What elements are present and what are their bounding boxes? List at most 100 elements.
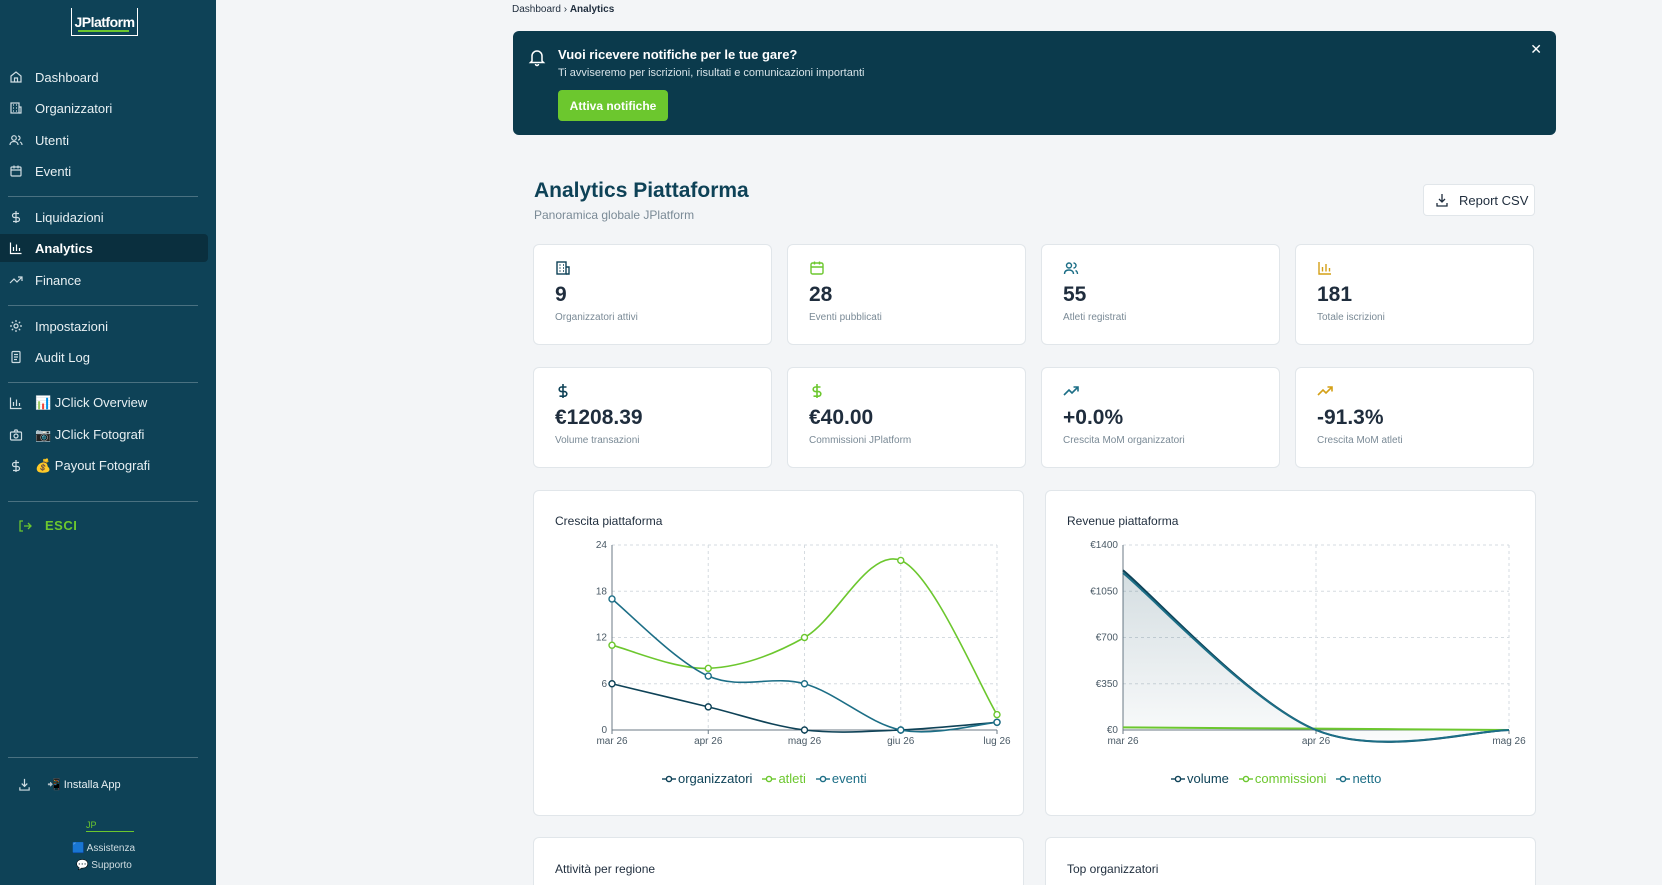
legend-item-eventi[interactable]: eventi <box>815 771 867 786</box>
sidebar-item-analytics[interactable]: Analytics <box>0 234 208 262</box>
y-tick-label: €350 <box>1096 679 1119 690</box>
data-point-eventi <box>897 726 905 734</box>
stat-card-registrations: 181 Totale iscrizioni <box>1295 244 1534 345</box>
stat-card-organizers-growth: +0.0% Crescita MoM organizzatori <box>1041 367 1280 468</box>
data-point-atleti <box>608 641 616 649</box>
stat-value: -91.3% <box>1317 406 1384 429</box>
sidebar-divider <box>8 196 198 197</box>
series-line-commissioni <box>1122 726 1510 731</box>
stat-card-athletes-growth: -91.3% Crescita MoM atleti <box>1295 367 1534 468</box>
y-tick-label: 18 <box>596 586 608 597</box>
users-icon <box>9 135 23 146</box>
sidebar-item-impostazioni[interactable]: Impostazioni <box>0 312 208 340</box>
sidebar-item-liquidazioni[interactable]: Liquidazioni <box>0 203 208 231</box>
sidebar-item-jclick-overview[interactable]: 📊 JClick Overview <box>0 389 208 417</box>
dollar-icon <box>812 384 822 398</box>
sidebar-divider <box>8 305 198 306</box>
support-link[interactable]: 💬 Supporto <box>76 860 132 871</box>
install-app-button[interactable]: 📲 Installa App <box>18 778 121 791</box>
stat-card-athletes: 55 Atleti registrati <box>1041 244 1280 345</box>
data-point-organizzatori <box>704 703 712 711</box>
camera-icon <box>9 429 23 441</box>
logout-label: ESCI <box>45 518 78 533</box>
calendar-icon <box>810 261 824 275</box>
sidebar-item-audit-log[interactable]: Audit Log <box>0 343 208 371</box>
banner-title: Vuoi ricevere notifiche per le tue gare? <box>558 47 798 62</box>
report-csv-button[interactable]: Report CSV <box>1423 184 1535 216</box>
bar-chart-icon <box>1318 262 1331 275</box>
legend-item-volume[interactable]: volume <box>1171 771 1229 786</box>
stat-value: 28 <box>809 283 833 306</box>
y-tick-label: €700 <box>1096 633 1119 644</box>
sidebar-item-payout-fotografi[interactable]: 💰 Payout Fotografi <box>0 452 208 480</box>
stat-label: Commissioni JPlatform <box>809 435 912 446</box>
growth-chart: 0 6 12 18 24 mar 26 apr 26 mag 26 giu 26 lug 26 <box>596 540 1011 747</box>
sidebar-item-jclick-fotografi[interactable]: 📷 JClick Fotografi <box>0 421 208 449</box>
stat-value: +0.0% <box>1063 406 1124 429</box>
growth-chart-legend: organizzatori atleti eventi <box>662 771 867 786</box>
banner-subtitle: Ti avviseremo per iscrizioni, risultati … <box>558 67 865 79</box>
assistance-link[interactable]: 🟦 Assistenza <box>72 843 136 854</box>
regions-title: Attività per regione <box>555 862 656 876</box>
breadcrumb-root[interactable]: Dashboard <box>512 4 561 15</box>
stat-card-events: 28 Eventi pubblicati <box>787 244 1026 345</box>
stat-value: €40.00 <box>809 406 874 429</box>
top-organizers-card: Top organizzatori <box>1045 837 1536 885</box>
close-icon[interactable]: ✕ <box>1530 41 1542 57</box>
breadcrumb: Dashboard › Analytics <box>512 4 614 15</box>
logo[interactable]: JPlatform <box>71 8 138 36</box>
legend-label: eventi <box>831 771 867 786</box>
data-point-organizzatori <box>608 680 616 688</box>
mini-logo-text: JP <box>86 820 97 830</box>
legend-item-commissioni[interactable]: commissioni <box>1238 771 1326 786</box>
mini-logo: JP <box>86 820 134 832</box>
logout-button[interactable]: ESCI <box>18 518 77 533</box>
gear-icon <box>10 320 22 332</box>
series-line-atleti <box>611 558 998 716</box>
enable-notifications-button[interactable]: Attiva notifiche <box>558 90 668 121</box>
sidebar-item-label: Finance <box>35 272 82 288</box>
dollar-icon <box>11 460 21 472</box>
logo-text: JPlatform <box>74 13 135 30</box>
report-csv-label: Report CSV <box>1459 192 1529 208</box>
y-tick-label: 24 <box>596 540 608 551</box>
stat-label: Eventi pubblicati <box>809 312 882 323</box>
x-tick-label: apr 26 <box>1302 736 1331 747</box>
legend-item-netto[interactable]: netto <box>1336 771 1381 786</box>
sidebar-item-dashboard[interactable]: Dashboard <box>0 63 208 91</box>
sidebar: JPlatform Dashboard Organizzatori Utenti… <box>0 0 216 885</box>
building-icon <box>556 261 570 275</box>
sidebar-item-label: Impostazioni <box>35 318 108 334</box>
x-tick-label: apr 26 <box>694 736 723 747</box>
sidebar-item-label: Eventi <box>35 163 72 179</box>
y-tick-label: €1050 <box>1090 586 1118 597</box>
legend-item-organizzatori[interactable]: organizzatori <box>662 771 752 786</box>
dollar-icon <box>558 384 568 398</box>
y-tick-label: 12 <box>596 633 608 644</box>
scroll-icon <box>11 350 21 364</box>
y-tick-label: €1400 <box>1090 540 1118 551</box>
breadcrumb-separator: › <box>563 4 568 15</box>
sidebar-item-organizzatori[interactable]: Organizzatori <box>0 94 208 122</box>
sidebar-item-label: Audit Log <box>35 349 90 365</box>
x-tick-label: mar 26 <box>1107 736 1139 747</box>
sidebar-item-eventi[interactable]: Eventi <box>0 157 208 185</box>
stat-value: 9 <box>555 283 567 306</box>
legend-item-atleti[interactable]: atleti <box>762 771 806 786</box>
y-tick-label: 6 <box>601 679 607 690</box>
data-point-eventi <box>704 672 712 680</box>
data-point-atleti <box>993 710 1001 719</box>
page-title: Analytics Piattaforma <box>534 179 749 202</box>
sidebar-item-utenti[interactable]: Utenti <box>0 126 208 154</box>
data-point-atleti <box>704 664 712 673</box>
legend-label: netto <box>1352 771 1382 786</box>
stat-value: €1208.39 <box>555 406 643 429</box>
series-area-volume <box>1123 570 1509 742</box>
sidebar-item-finance[interactable]: Finance <box>0 266 208 294</box>
data-point-eventi <box>993 718 1001 726</box>
logo-underline <box>78 30 129 32</box>
legend-label: atleti <box>778 771 806 786</box>
trending-up-icon <box>1317 386 1333 396</box>
legend-marker-icon <box>1238 775 1253 782</box>
building-icon <box>10 102 22 114</box>
